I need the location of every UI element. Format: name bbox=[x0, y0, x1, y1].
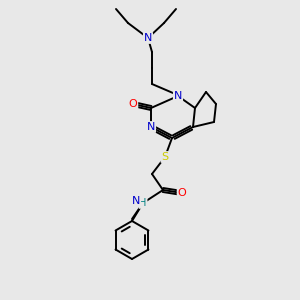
Text: N: N bbox=[174, 91, 182, 101]
Text: O: O bbox=[129, 99, 137, 109]
Text: N: N bbox=[132, 196, 140, 206]
Text: O: O bbox=[178, 188, 186, 198]
Text: S: S bbox=[161, 152, 169, 162]
Text: N: N bbox=[147, 122, 155, 132]
Text: H: H bbox=[139, 198, 147, 208]
Text: N: N bbox=[144, 33, 152, 43]
